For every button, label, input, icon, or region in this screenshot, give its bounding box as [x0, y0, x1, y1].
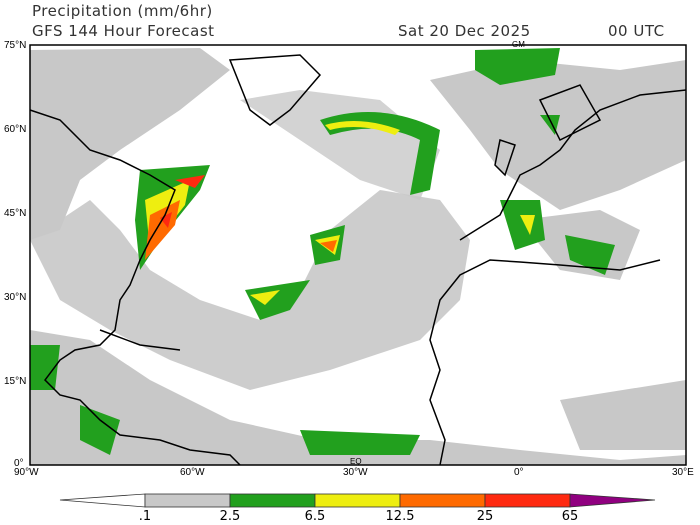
precip-red [160, 175, 205, 228]
colorbar-label: 2.5 [219, 509, 241, 524]
lat-label: 75°N [4, 40, 27, 51]
coastlines [29, 54, 687, 466]
map-frame [29, 44, 687, 466]
lat-label: 30°N [4, 292, 27, 303]
lon-label: 60°W [180, 467, 205, 478]
colorbar-label: 6.5 [304, 509, 326, 524]
colorbar [59, 493, 656, 508]
lon-label: 90°W [14, 467, 39, 478]
valid-time: 00 UTC [608, 22, 665, 40]
lat-label: 45°N [4, 208, 27, 219]
valid-date: Sat 20 Dec 2025 [398, 22, 531, 40]
eq-annotation: EQ [350, 457, 362, 466]
precip-gray [30, 48, 686, 465]
gm-annotation: GM [512, 40, 525, 49]
forecast-label: GFS 144 Hour Forecast [32, 22, 215, 40]
lon-label: 30°W [343, 467, 368, 478]
colorbar-2.5-6.5 [229, 493, 316, 508]
colorbar-label: 65 [561, 509, 579, 524]
colorbar-above-65 [569, 493, 656, 508]
colorbar-0.1-2.5 [144, 493, 231, 508]
precip-green [30, 48, 615, 455]
lon-label: 30°E [672, 467, 694, 478]
colorbar-below-0.1 [59, 493, 146, 508]
colorbar-label: 25 [476, 509, 494, 524]
colorbar-25-65 [484, 493, 571, 508]
colorbar-label: 12.5 [385, 509, 415, 524]
colorbar-6.5-12.5 [314, 493, 401, 508]
lat-label: 0° [14, 458, 24, 469]
map-title: Precipitation (mm/6hr) [32, 2, 213, 20]
lat-label: 60°N [4, 124, 27, 135]
lon-label: 0° [514, 467, 524, 478]
colorbar-label: .1 [138, 509, 152, 524]
colorbar-12.5-25 [399, 493, 486, 508]
lat-label: 15°N [4, 376, 27, 387]
